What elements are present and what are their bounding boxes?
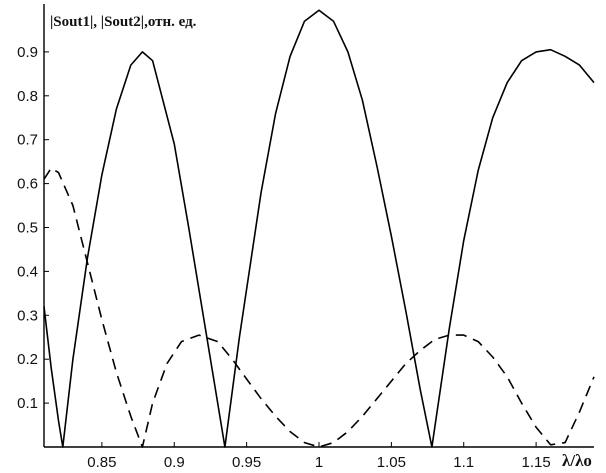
x-tick-label: 0.9 <box>164 454 185 471</box>
x-tick-label: 1 <box>315 454 323 471</box>
y-tick-label: 0.3 <box>17 307 38 324</box>
axes <box>43 4 594 448</box>
y-tick-label: 0.4 <box>17 263 38 280</box>
x-tick-label: 0.95 <box>232 454 261 471</box>
x-tick-label: 0.85 <box>87 454 116 471</box>
x-axis-label: λ/λo <box>562 451 592 470</box>
y-tick-label: 0.5 <box>17 220 38 237</box>
series-line-solid <box>43 9 595 448</box>
y-tick-label: 0.2 <box>17 351 38 368</box>
y-tick-label: 0.8 <box>17 88 38 105</box>
y-axis-label: |Sout1|, |Sout2|,отн. ед. <box>50 14 197 30</box>
x-tick-label: 1.1 <box>453 454 474 471</box>
y-tick-label: 0.6 <box>17 176 38 193</box>
x-tick-label: 1.15 <box>522 454 551 471</box>
series-line-dashed <box>43 167 595 448</box>
y-tick-label: 0.1 <box>17 395 38 412</box>
series-layer <box>43 9 595 448</box>
y-tick-label: 0.7 <box>17 132 38 149</box>
x-tick-label: 1.05 <box>377 454 406 471</box>
ticks: 0.85 0.9 0.95 1 1.05 1.1 1.15 0.1 0.2 0.3 0.4 0.5 0.… <box>17 44 551 471</box>
y-tick-label: 0.9 <box>17 44 38 61</box>
